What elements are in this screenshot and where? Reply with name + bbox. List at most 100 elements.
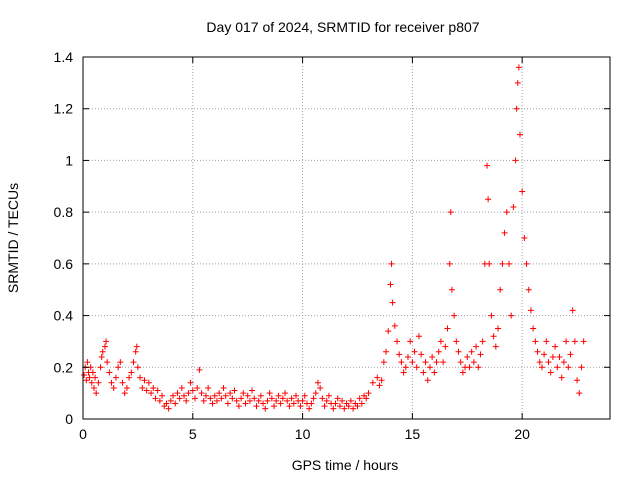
- data-point: [396, 351, 403, 358]
- data-point: [159, 392, 166, 399]
- data-point: [308, 400, 315, 407]
- data-point: [501, 229, 508, 236]
- data-point: [536, 359, 543, 366]
- data-point: [383, 348, 390, 355]
- data-point: [255, 397, 262, 404]
- x-tick-label: 20: [514, 426, 530, 442]
- data-point: [433, 359, 440, 366]
- data-point: [552, 343, 559, 350]
- data-point: [560, 359, 567, 366]
- data-point: [172, 400, 179, 407]
- data-point: [325, 392, 332, 399]
- x-tick-label: 0: [79, 426, 87, 442]
- x-tick-labels: 0 5 10 15 20: [79, 426, 530, 442]
- data-point: [411, 348, 418, 355]
- data-point: [525, 286, 532, 293]
- data-point: [275, 392, 282, 399]
- data-point: [165, 405, 172, 412]
- data-point: [388, 260, 395, 267]
- data-point: [479, 338, 486, 345]
- data-point: [347, 397, 354, 404]
- data-point: [139, 384, 146, 391]
- data-point: [516, 131, 523, 138]
- data-point: [119, 379, 126, 386]
- data-point: [376, 382, 383, 389]
- data-point: [284, 397, 291, 404]
- data-point: [442, 343, 449, 350]
- data-point: [563, 338, 570, 345]
- data-point: [89, 369, 96, 376]
- x-tick-label: 10: [295, 426, 311, 442]
- data-point: [543, 338, 550, 345]
- data-point: [133, 343, 140, 350]
- data-point: [499, 260, 506, 267]
- data-point: [222, 392, 229, 399]
- y-axis-label: SRMTID / TECUs: [5, 183, 21, 293]
- data-point: [545, 359, 552, 366]
- data-point: [365, 390, 372, 397]
- data-point: [418, 351, 425, 358]
- data-point: [387, 281, 394, 288]
- data-point: [358, 400, 365, 407]
- data-point: [141, 377, 148, 384]
- data-point: [332, 400, 339, 407]
- data-point: [505, 260, 512, 267]
- data-point: [90, 384, 97, 391]
- data-point: [178, 384, 185, 391]
- data-point: [354, 403, 361, 410]
- data-point: [486, 260, 493, 267]
- data-point: [216, 390, 223, 397]
- data-point: [413, 364, 420, 371]
- data-point: [336, 403, 343, 410]
- data-point: [251, 395, 258, 402]
- data-point: [497, 286, 504, 293]
- data-point: [211, 392, 218, 399]
- data-point: [444, 325, 451, 332]
- data-point: [378, 377, 385, 384]
- data-point: [534, 348, 541, 355]
- data-point: [101, 343, 108, 350]
- data-point: [468, 348, 475, 355]
- data-point: [345, 403, 352, 410]
- data-point: [104, 359, 111, 366]
- data-point: [513, 105, 520, 112]
- data-point: [108, 379, 115, 386]
- data-point: [95, 379, 102, 386]
- data-points: [81, 64, 587, 412]
- data-point: [556, 353, 563, 360]
- data-point: [319, 395, 326, 402]
- data-point: [145, 379, 152, 386]
- data-point: [420, 369, 427, 376]
- data-point: [356, 395, 363, 402]
- data-point: [466, 364, 473, 371]
- data-point: [394, 338, 401, 345]
- data-point: [532, 338, 539, 345]
- data-point: [339, 397, 346, 404]
- data-point: [515, 64, 522, 71]
- chart-title: Day 017 of 2024, SRMTID for receiver p80…: [206, 19, 479, 35]
- data-point: [282, 390, 289, 397]
- data-point: [363, 395, 370, 402]
- data-point: [440, 359, 447, 366]
- data-point: [292, 392, 299, 399]
- data-point: [220, 384, 227, 391]
- data-point: [93, 390, 100, 397]
- data-point: [490, 333, 497, 340]
- data-point: [521, 235, 528, 241]
- data-point: [227, 390, 234, 397]
- data-point: [268, 395, 275, 402]
- data-point: [567, 351, 574, 358]
- data-point: [431, 369, 438, 376]
- data-point: [233, 397, 240, 404]
- data-point: [306, 405, 313, 412]
- data-point: [86, 374, 93, 381]
- y-tick-label: 1: [65, 152, 73, 168]
- data-point: [314, 379, 321, 386]
- data-point: [369, 379, 376, 386]
- data-point: [167, 397, 174, 404]
- data-point: [459, 369, 466, 376]
- data-point: [277, 400, 284, 407]
- x-tick-label: 15: [405, 426, 421, 442]
